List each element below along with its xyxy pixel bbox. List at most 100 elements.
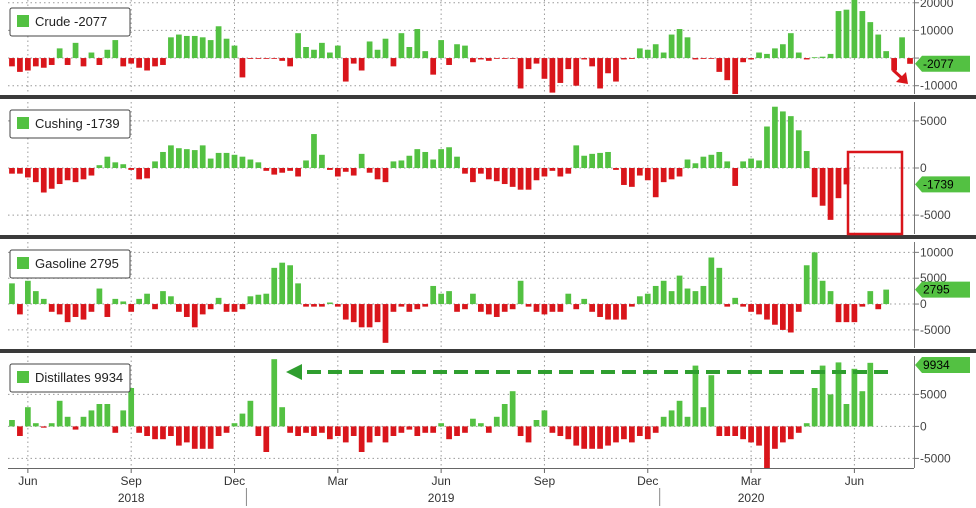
bar bbox=[732, 168, 739, 186]
bar bbox=[358, 304, 365, 328]
bar bbox=[907, 58, 913, 64]
bar bbox=[716, 151, 723, 168]
bar bbox=[541, 410, 548, 427]
bar bbox=[613, 426, 619, 443]
bar bbox=[454, 426, 460, 436]
bar bbox=[859, 391, 866, 427]
bar bbox=[239, 156, 246, 168]
bar bbox=[390, 426, 397, 436]
bar bbox=[867, 22, 874, 59]
bar bbox=[303, 160, 309, 168]
bar bbox=[446, 291, 452, 305]
bar bbox=[636, 168, 643, 176]
bar bbox=[644, 49, 651, 59]
bar bbox=[835, 11, 842, 59]
bar bbox=[287, 426, 293, 433]
bar bbox=[597, 426, 603, 449]
bar bbox=[414, 304, 421, 310]
bar bbox=[112, 40, 119, 59]
bar bbox=[183, 304, 190, 317]
bar bbox=[438, 423, 444, 427]
y-tick-label: -5000 bbox=[920, 451, 951, 465]
bar bbox=[533, 168, 540, 181]
bar bbox=[581, 426, 588, 449]
bar bbox=[438, 40, 444, 59]
bar bbox=[557, 168, 564, 177]
bar bbox=[183, 149, 190, 168]
bar bbox=[191, 35, 198, 59]
bar bbox=[104, 156, 111, 168]
bar bbox=[756, 52, 762, 59]
bar bbox=[382, 426, 389, 443]
bar bbox=[573, 58, 580, 86]
bar bbox=[629, 168, 635, 187]
bar bbox=[478, 168, 484, 174]
bar bbox=[199, 145, 206, 168]
panel-separator bbox=[0, 235, 976, 239]
bar bbox=[501, 168, 508, 185]
bar bbox=[485, 168, 492, 180]
bar bbox=[271, 359, 278, 427]
panel-distillates: 5000 0 -5000 9934 Distillates 9934 bbox=[8, 356, 970, 468]
bar bbox=[152, 58, 158, 67]
bar bbox=[875, 304, 882, 310]
bar bbox=[136, 168, 142, 180]
bar bbox=[438, 293, 444, 305]
bar bbox=[811, 252, 818, 305]
bar bbox=[541, 58, 548, 79]
x-tick-label: Dec bbox=[637, 474, 658, 488]
bar bbox=[724, 304, 731, 307]
bar bbox=[732, 58, 739, 94]
bar bbox=[549, 168, 556, 171]
bar bbox=[231, 423, 238, 427]
bar bbox=[319, 304, 325, 307]
bar bbox=[342, 426, 349, 443]
bar bbox=[327, 302, 333, 305]
bar bbox=[382, 168, 389, 183]
bar bbox=[295, 426, 301, 436]
bar bbox=[414, 426, 421, 436]
bar bbox=[207, 158, 214, 168]
bar bbox=[533, 420, 540, 427]
bar bbox=[136, 298, 142, 305]
bar bbox=[263, 58, 270, 59]
bar bbox=[676, 29, 683, 59]
bar bbox=[652, 44, 659, 59]
bar bbox=[541, 304, 548, 315]
bar bbox=[32, 423, 39, 427]
year-label: 2018 bbox=[118, 491, 145, 505]
bar bbox=[692, 58, 699, 60]
bar bbox=[120, 164, 127, 168]
bar bbox=[263, 426, 270, 452]
bar bbox=[88, 304, 95, 312]
bar bbox=[358, 426, 365, 452]
bar bbox=[780, 426, 786, 443]
bar bbox=[700, 156, 707, 168]
bar bbox=[287, 168, 293, 171]
bar bbox=[724, 161, 731, 168]
bar bbox=[533, 304, 540, 312]
bar bbox=[279, 58, 286, 61]
legend-box bbox=[9, 249, 131, 279]
bar bbox=[517, 168, 524, 190]
bar bbox=[716, 426, 723, 436]
bar bbox=[708, 154, 715, 168]
legend-label: Cushing -1739 bbox=[35, 116, 120, 131]
bar bbox=[48, 168, 55, 189]
bar bbox=[589, 58, 595, 67]
bar bbox=[255, 426, 262, 436]
bar bbox=[478, 423, 484, 427]
legend-swatch bbox=[17, 117, 29, 129]
bar bbox=[17, 58, 23, 72]
bar bbox=[128, 58, 135, 64]
bar bbox=[772, 304, 778, 325]
bar bbox=[112, 162, 119, 168]
bar bbox=[780, 304, 786, 330]
bar bbox=[231, 154, 238, 168]
bar bbox=[96, 58, 103, 65]
bar bbox=[303, 47, 309, 59]
last-value-tag bbox=[915, 357, 970, 373]
bar bbox=[756, 160, 762, 168]
bar bbox=[748, 158, 754, 168]
bar bbox=[581, 155, 588, 168]
